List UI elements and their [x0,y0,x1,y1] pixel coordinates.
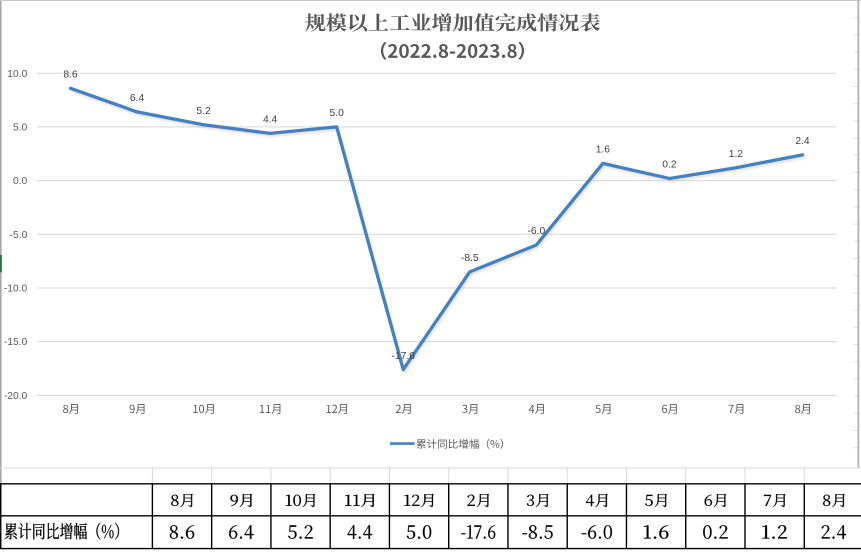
svg-text:-8.5: -8.5 [461,253,479,264]
svg-text:5.2: 5.2 [196,106,211,117]
svg-text:-20.0: -20.0 [4,391,28,402]
svg-text:5.0: 5.0 [330,108,345,119]
svg-text:2.4: 2.4 [795,136,810,147]
svg-text:0.0: 0.0 [13,176,28,187]
svg-text:1.2: 1.2 [729,149,744,160]
svg-text:5.0: 5.0 [13,122,28,133]
svg-text:6.4: 6.4 [130,93,145,104]
svg-text:-15.0: -15.0 [4,337,28,348]
svg-text:-10.0: -10.0 [4,284,28,295]
svg-text:-17.6: -17.6 [391,351,415,362]
svg-text:10.0: 10.0 [7,69,27,80]
svg-text:-6.0: -6.0 [527,226,545,237]
svg-text:4.4: 4.4 [263,115,278,126]
svg-text:-5.0: -5.0 [10,230,28,241]
svg-text:1.6: 1.6 [596,145,611,156]
svg-text:0.2: 0.2 [662,160,677,171]
svg-text:8.6: 8.6 [63,69,78,80]
